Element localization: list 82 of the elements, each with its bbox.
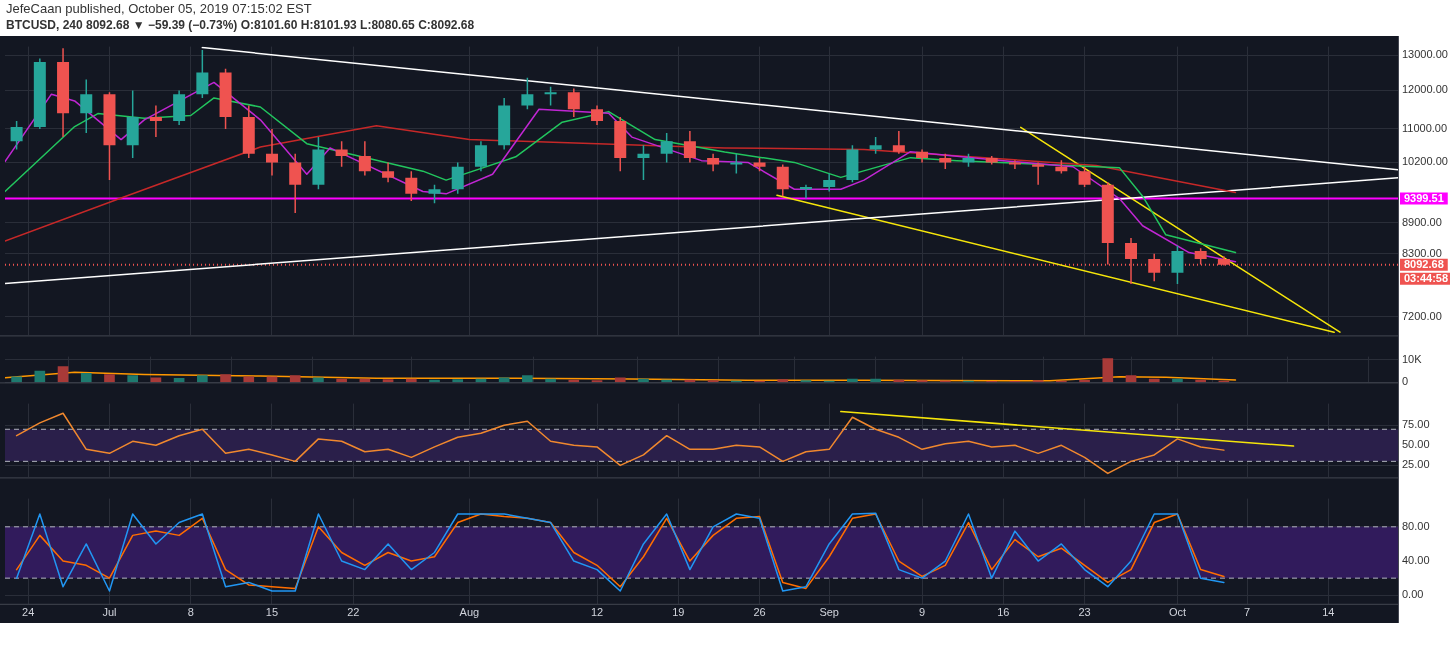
- candlestick: [637, 144, 650, 181]
- y-tick-label: 40.00: [1402, 554, 1430, 567]
- bar: [11, 376, 22, 383]
- x-tick-label: Aug: [459, 606, 480, 619]
- candlestick: [265, 128, 278, 177]
- y-tick-label: 25.00: [1402, 458, 1430, 471]
- x-tick-label: 24: [22, 606, 35, 619]
- y-tick-label: 8900.00: [1402, 215, 1442, 228]
- x-tick-label: 14: [1322, 606, 1335, 619]
- bar: [1079, 380, 1090, 383]
- x-tick-label: Oct: [1168, 606, 1186, 619]
- y-tick-label: 12000.00: [1402, 83, 1448, 96]
- ref-line-label: 8092.68: [1404, 257, 1444, 270]
- bar: [57, 366, 69, 383]
- x-tick-label: 12: [590, 606, 604, 619]
- chart-subtitle: BTCUSD, 240 8092.68 ▼ −59.39 (−0.73%) O:8101.60 H:8101.93 L:8080.65 C:8092.68: [6, 17, 476, 34]
- candlestick: [1171, 244, 1184, 285]
- candlestick: [382, 161, 395, 184]
- ref-line-label: 9399.51: [1404, 191, 1444, 204]
- candlestick: [823, 172, 836, 193]
- candlestick: [892, 130, 905, 155]
- text: 03:44:58: [1403, 271, 1449, 284]
- bar: [1125, 375, 1137, 383]
- bar: [80, 373, 92, 383]
- candlestick: [1032, 161, 1045, 186]
- y-tick-label: 8300.00: [1402, 246, 1442, 259]
- candlestick: [544, 86, 557, 107]
- bar: [777, 379, 789, 383]
- candlestick: [474, 140, 487, 172]
- candlestick: [1008, 159, 1021, 170]
- y-tick-label: 10K: [1402, 352, 1423, 365]
- x-tick-label: 9: [919, 606, 926, 619]
- bar: [266, 376, 278, 383]
- x-tick-label: 22: [347, 606, 360, 619]
- x-tick-label: Sep: [819, 606, 839, 619]
- y-tick-label: 7200.00: [1402, 309, 1442, 322]
- bar: [1102, 358, 1114, 383]
- bar: [243, 376, 255, 383]
- bar: [452, 379, 464, 383]
- x-tick-label: 7: [1244, 606, 1251, 619]
- bar: [197, 375, 208, 383]
- bar: [382, 379, 394, 383]
- bar: [522, 375, 533, 383]
- bar: [104, 374, 115, 383]
- candlestick: [660, 132, 673, 164]
- y-tick-label: 0.00: [1402, 588, 1424, 601]
- candlestick: [776, 163, 789, 197]
- x-tick-label: 26: [753, 606, 766, 619]
- x-tick-label: 19: [672, 606, 685, 619]
- candlestick: [730, 153, 743, 175]
- x-tick-label: 8: [187, 606, 194, 619]
- candlestick: [358, 140, 371, 177]
- candlestick: [149, 104, 162, 138]
- y-tick-label: 13000.00: [1402, 48, 1448, 61]
- y-tick-label: 10200.00: [1402, 155, 1448, 168]
- candlestick: [335, 140, 348, 168]
- candlestick: [451, 161, 464, 195]
- candlestick: [10, 120, 23, 151]
- x-tick-label: 15: [265, 606, 279, 619]
- candlestick: [289, 153, 302, 214]
- x-tick-label: Jul: [102, 606, 117, 619]
- candlestick: [80, 78, 93, 134]
- candlestick: [1078, 166, 1091, 188]
- candlestick: [196, 49, 209, 99]
- candlestick: [521, 76, 534, 111]
- y-tick-label: 75.00: [1402, 418, 1430, 431]
- chart-title: JefeCaan published, October 05, 2019 07:15:02 EST: [6, 0, 313, 17]
- bar: [127, 375, 139, 383]
- y-tick-label: 50.00: [1402, 438, 1430, 451]
- bar: [289, 375, 301, 383]
- bar: [220, 374, 231, 383]
- bar: [34, 370, 46, 383]
- candlestick: [405, 170, 418, 202]
- candlestick: [567, 87, 580, 118]
- y-tick-label: 0: [1402, 375, 1409, 388]
- candlestick: [683, 130, 696, 164]
- candlestick: [591, 104, 604, 126]
- candlestick: [428, 183, 441, 205]
- y-tick-label: 80.00: [1402, 519, 1430, 532]
- x-tick-label: 23: [1078, 606, 1091, 619]
- x-tick-label: 16: [997, 606, 1010, 619]
- y-tick-label: 11000.00: [1402, 122, 1448, 134]
